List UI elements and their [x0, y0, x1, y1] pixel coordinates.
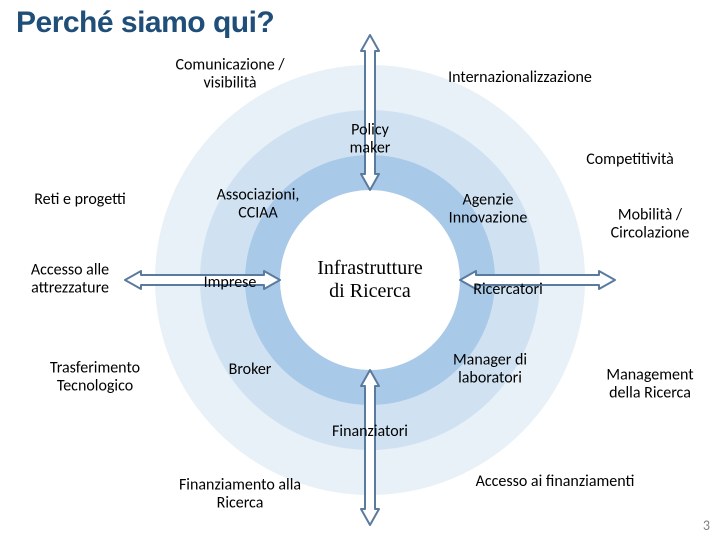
outer-label-4: Management della Ricerca	[606, 367, 693, 404]
outer-label-9: Reti e progetti	[34, 191, 126, 209]
outer-label-8: Accesso alle attrezzature	[31, 262, 109, 299]
outer-label-3: Mobilità / Circolazione	[611, 207, 690, 244]
ring-label-5: Broker	[229, 361, 272, 379]
ring-label-0: Policy maker	[350, 122, 391, 159]
slide-stage: Perché siamo qui? Infrastrutture di Rice…	[0, 0, 720, 540]
outer-label-1: Internazionalizzazione	[448, 69, 592, 87]
outer-label-0: Comunicazione / visibilità	[175, 57, 284, 94]
ring-label-1: Agenzie Innovazione	[449, 192, 528, 229]
ring-label-7: Associazioni, CCIAA	[217, 187, 300, 224]
ring-label-4: Finanziatori	[332, 423, 408, 441]
outer-label-2: Competitività	[586, 151, 674, 169]
center-label: Infrastrutture di Ricerca	[317, 257, 423, 303]
outer-label-7: Trasferimento Tecnologico	[50, 360, 140, 397]
ring-label-6: Imprese	[204, 274, 257, 292]
outer-label-5: Accesso ai finanziamenti	[476, 473, 635, 491]
outer-label-6: Finanziamento alla Ricerca	[179, 477, 301, 514]
page-number: 3	[703, 517, 710, 534]
ring-label-3: Manager di laboratori	[453, 352, 527, 389]
ring-label-2: Ricercatori	[473, 281, 542, 299]
